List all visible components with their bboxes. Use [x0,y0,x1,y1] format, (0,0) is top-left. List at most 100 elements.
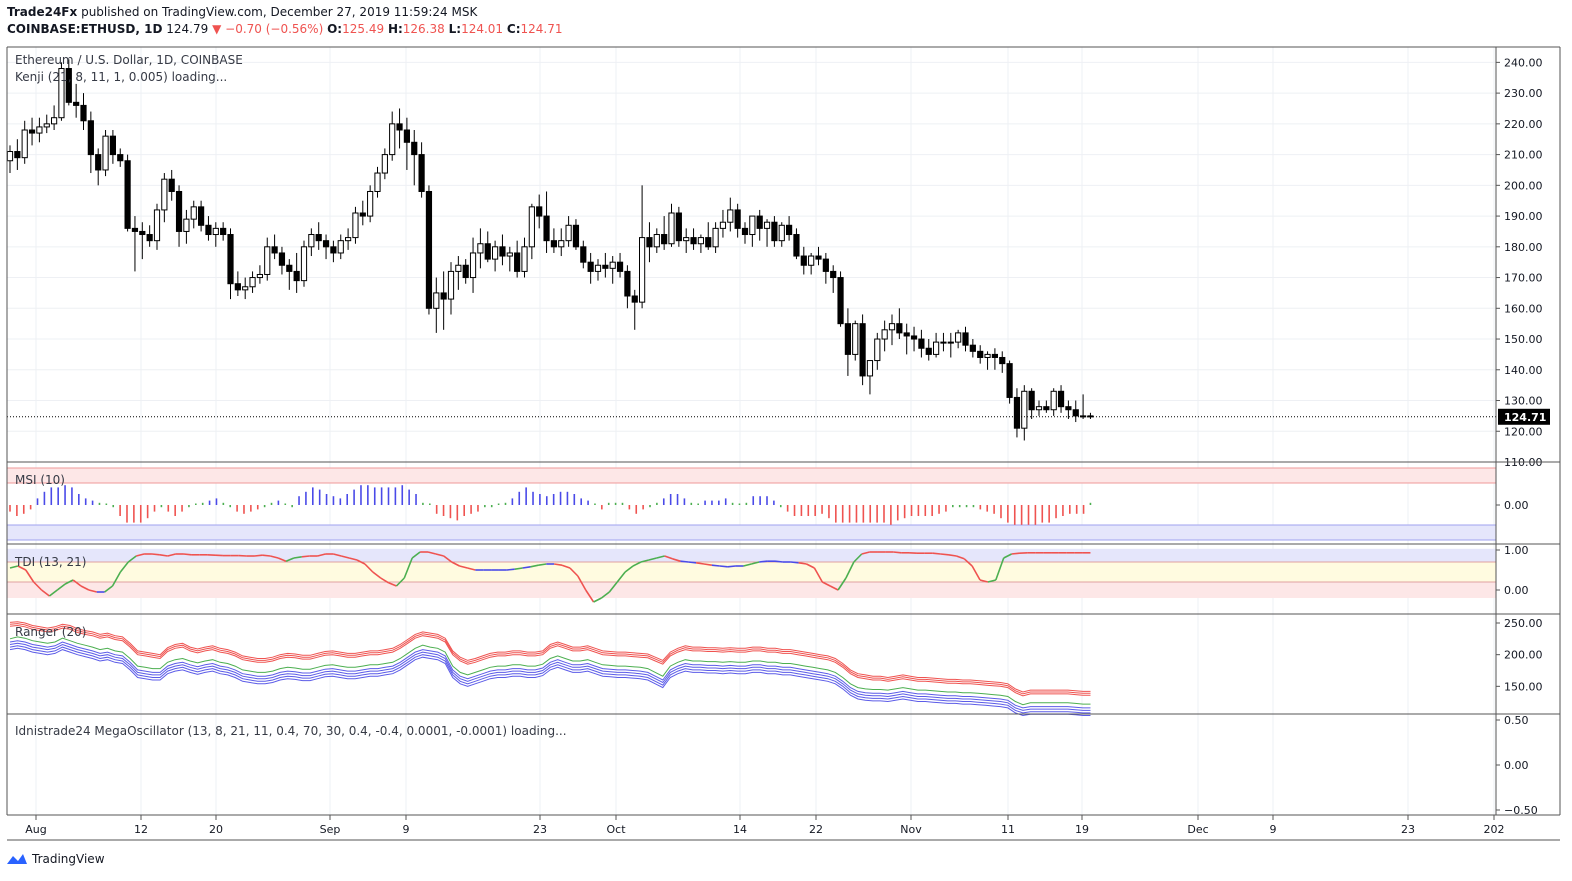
tdi-line-segment [759,560,768,563]
candle [492,246,499,260]
candle [425,190,433,309]
tdi-line-segment [467,567,476,571]
candle [322,240,330,248]
candle [352,212,359,239]
tdi-line-segment [111,571,122,587]
tdi-line-segment [104,585,114,593]
candle [756,215,763,229]
price-axis-label: 210.00 [1504,149,1543,162]
tdi-line-segment [845,561,855,579]
candle [1065,406,1072,411]
candle [786,224,793,236]
candle [808,255,815,266]
tdi-line-segment [356,559,366,565]
msi-upper-band [6,467,1497,484]
tdi-line-segment [893,551,902,554]
tdi-line-segment [806,563,815,569]
candle [433,292,440,309]
tdi-line-segment [672,558,681,562]
ranger-axis-label: 250.00 [1504,617,1543,630]
tdi-line-segment [341,555,350,559]
candle [117,154,124,162]
tdi-line-segment [979,579,989,583]
tdi-line-segment [664,555,673,560]
time-axis-label: 11 [1001,823,1015,836]
candle [190,206,197,220]
megaoscillator-indicator-label[interactable]: Idnistrade24 MegaOscillator (13, 8, 21, … [15,724,567,738]
price-change: −0.70 (−0.56%) [225,22,324,36]
open-value: 125.49 [342,22,385,36]
candle [367,190,374,217]
tdi-line-segment [703,563,713,566]
ranger-indicator-label[interactable]: Ranger (20) [15,625,87,639]
msi-indicator-label[interactable]: MSI (10) [15,473,65,487]
candle [411,141,418,156]
tdi-line-segment [459,565,468,569]
tdi-line-segment [41,589,50,597]
tdi-line-segment [751,561,760,565]
tdi-lower-band [7,582,1496,598]
candle [1057,390,1065,408]
time-axis-label: 9 [403,823,410,836]
time-axis-label: 9 [1270,823,1277,836]
candle [999,356,1006,365]
tdi-line-segment [25,569,35,583]
tdi-line-segment [601,591,610,599]
ranger-axis-label: 200.00 [1504,649,1543,662]
candle [300,246,308,282]
tdi-line-segment [151,553,160,556]
candle [109,135,117,156]
candle [389,123,396,156]
candle [234,283,241,291]
tdi-line-segment [554,563,563,566]
candle [661,234,668,245]
candle [124,160,131,229]
tdi-mid-band [7,562,1496,582]
candle [955,332,962,343]
candle [690,237,697,245]
tdi-axis-label: 0.00 [1504,584,1529,597]
candle [102,135,109,171]
tdi-indicator-label[interactable]: TDI (13, 21) [15,555,87,569]
price-axis-label: 230.00 [1504,87,1543,100]
candle [205,224,212,236]
candle [359,212,366,217]
tdi-line-segment [995,557,1005,581]
candle [969,344,976,352]
candle [499,246,506,257]
candle [727,209,734,223]
candle [477,243,484,254]
tdi-line-segment [277,557,287,562]
tdi-line-segment [616,571,626,583]
candle [609,261,616,269]
ranger-green-line [9,636,1091,706]
tdi-line-segment [624,565,634,573]
tdi-line-segment [640,559,650,563]
price-axis-label: 140.00 [1504,364,1543,377]
publisher[interactable]: Trade24Fx [7,5,78,19]
tdi-line-segment [80,585,90,591]
candle [962,332,969,346]
candle [1050,390,1057,411]
candle [242,286,249,291]
candle [763,221,771,229]
candle [778,224,785,242]
candle [183,218,190,232]
price-axis-label: 160.00 [1504,302,1543,315]
high-label: H: [387,22,403,36]
candle [418,154,425,192]
candle [396,123,403,131]
price-axis-label: 170.00 [1504,272,1543,285]
tdi-line-segment [688,561,697,564]
candle [161,178,168,211]
tdi-line-segment [270,555,279,559]
tdi-line-segment [1003,553,1012,559]
low-value: 124.01 [461,22,504,36]
candle [95,154,102,171]
tradingview-logo[interactable]: TradingView [6,852,105,866]
kenji-indicator-label[interactable]: Kenji (21, 8, 11, 1, 0.005) loading... [15,70,228,84]
last-price: 124.79 [166,22,209,36]
candle [587,261,594,272]
tdi-line-segment [569,567,579,577]
